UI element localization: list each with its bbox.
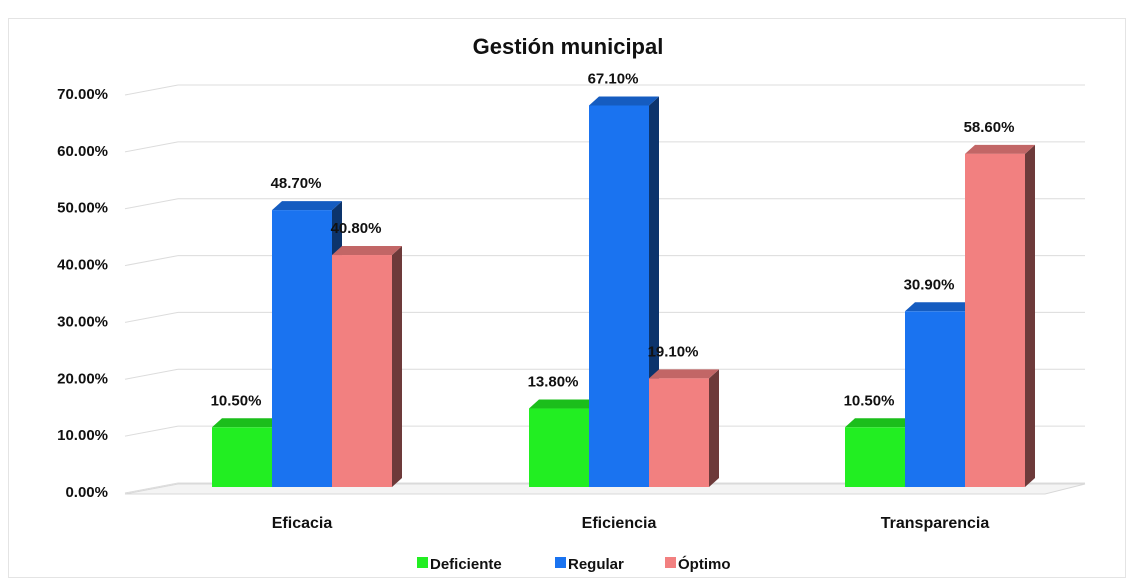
bar-óptimo-transparencia [965,144,1035,487]
bar-top [965,144,1035,154]
bar-front [905,311,965,487]
y-axis: 0.00% 10.00% 20.00% 30.00% 40.00% 50.00% 60.00… [57,86,108,501]
bar-front [649,378,709,487]
x-axis: Eficacia Eficiencia Transparencia [272,515,990,532]
gridline-side [124,311,179,323]
bar-top [649,369,719,379]
data-label: 10.50% [844,392,895,409]
gridline-side [124,482,179,494]
legend-swatch [665,557,676,568]
chart-title: Gestión municipal [473,34,664,59]
bar-front [529,408,589,487]
data-label: 13.80% [528,374,579,391]
legend: Deficiente Regular Óptimo [417,555,731,573]
legend-label: Regular [568,556,624,573]
data-label: 10.50% [211,392,262,409]
bar-front [272,210,332,487]
x-tick-label: Eficiencia [582,515,657,532]
bar-side [392,246,402,487]
bar-deficiente-eficacia [212,418,282,487]
y-tick-label: 30.00% [57,313,108,330]
bar-front [332,255,392,487]
bar-top [332,246,402,256]
bar-óptimo-eficiencia [649,369,719,487]
bar-top [529,399,599,409]
y-tick-label: 40.00% [57,257,108,274]
legend-label: Óptimo [678,555,731,573]
gridline-side [124,255,179,267]
data-label: 67.10% [588,70,639,87]
legend-item-regular: Regular [555,556,624,573]
legend-item-óptimo: Óptimo [665,555,731,573]
gridline-side [124,198,179,210]
data-label: 19.10% [648,343,699,360]
gridline-side [124,368,179,380]
bar-óptimo-eficacia [332,246,402,487]
y-tick-label: 50.00% [57,200,108,217]
bar-top [272,201,342,211]
gridline-side [124,84,179,96]
x-tick-label: Transparencia [881,515,990,532]
y-tick-label: 70.00% [57,86,108,103]
bar-regular-transparencia [905,302,975,487]
bar-top [845,418,915,428]
gridline-side [124,425,179,437]
data-label: 30.90% [904,276,955,293]
bar-side [1025,144,1035,487]
bar-regular-eficacia [272,201,342,487]
bar-top [212,418,282,428]
bar-deficiente-eficiencia [529,399,599,487]
data-label: 40.80% [331,220,382,237]
data-labels: 10.50% 13.80% 10.50% 48.70% 67.10% 30.90% 40.8… [211,70,1015,409]
gridline-side [124,141,179,153]
y-tick-label: 10.00% [57,427,108,444]
bar-top [905,302,975,312]
bar-top [589,96,659,106]
data-label: 58.60% [964,119,1015,136]
legend-label: Deficiente [430,556,502,573]
y-tick-label: 60.00% [57,143,108,160]
bar-deficiente-transparencia [845,418,915,487]
bar-front [589,105,649,487]
legend-swatch [555,557,566,568]
y-tick-label: 20.00% [57,370,108,387]
legend-swatch [417,557,428,568]
data-label: 48.70% [271,175,322,192]
bar-front [965,153,1025,487]
y-tick-label: 0.00% [65,484,108,501]
chart-frame [8,18,1126,578]
bars [212,96,1035,487]
x-tick-label: Eficacia [272,515,333,532]
bar-front [212,427,272,487]
bar-side [709,369,719,487]
bar-front [845,427,905,487]
legend-item-deficiente: Deficiente [417,556,502,573]
bar-regular-eficiencia [589,96,659,487]
